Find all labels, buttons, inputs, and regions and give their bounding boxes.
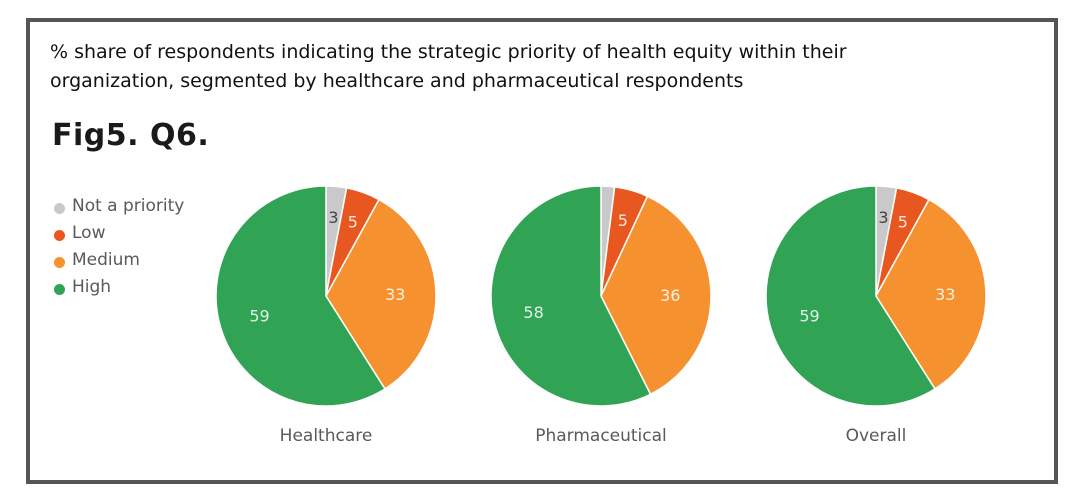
data-label-high: 59 [799,306,819,325]
legend-swatch-medium [54,257,65,268]
pie-title-overall: Overall [846,426,907,446]
figure-frame: % share of respondents indicating the st… [26,18,1058,484]
data-label-medium: 33 [935,285,955,304]
pie-slice-high [765,185,936,407]
pie-slice-medium [875,198,987,390]
legend-swatch-low [54,230,65,241]
legend-label-low: Low [72,223,106,243]
data-label-not-a-priority: 3 [328,208,338,227]
pie-slice-medium [325,198,437,390]
pie-slice-high [215,185,386,407]
data-label-low: 5 [898,213,908,232]
data-label-low: 5 [618,211,628,230]
pie-pharmaceutical: 5 36 58 Pharmaceutical [490,185,712,446]
data-label-medium: 33 [385,285,405,304]
legend-label-high: High [72,277,112,297]
pie-slice-high [490,185,652,407]
chart-subtitle: % share of respondents indicating the st… [50,41,847,92]
data-label-low: 5 [348,213,358,232]
data-label-high: 58 [523,303,543,322]
pie-healthcare: 3 5 33 59 Healthcare [215,185,437,446]
data-label-high: 59 [249,306,269,325]
pie-title-pharmaceutical: Pharmaceutical [535,426,667,446]
legend-swatch-not-a-priority [54,203,65,214]
legend-swatch-high [54,284,65,295]
legend-label-medium: Medium [72,250,140,270]
pie-slice-medium [600,195,712,396]
pie-overall: 3 5 33 59 Overall [765,185,987,446]
figure-title: Fig5. Q6. [52,118,210,153]
legend-label-not-a-priority: Not a priority [72,196,185,216]
data-label-not-a-priority: 3 [878,208,888,227]
pie-title-healthcare: Healthcare [280,426,373,446]
data-label-medium: 36 [660,286,680,305]
